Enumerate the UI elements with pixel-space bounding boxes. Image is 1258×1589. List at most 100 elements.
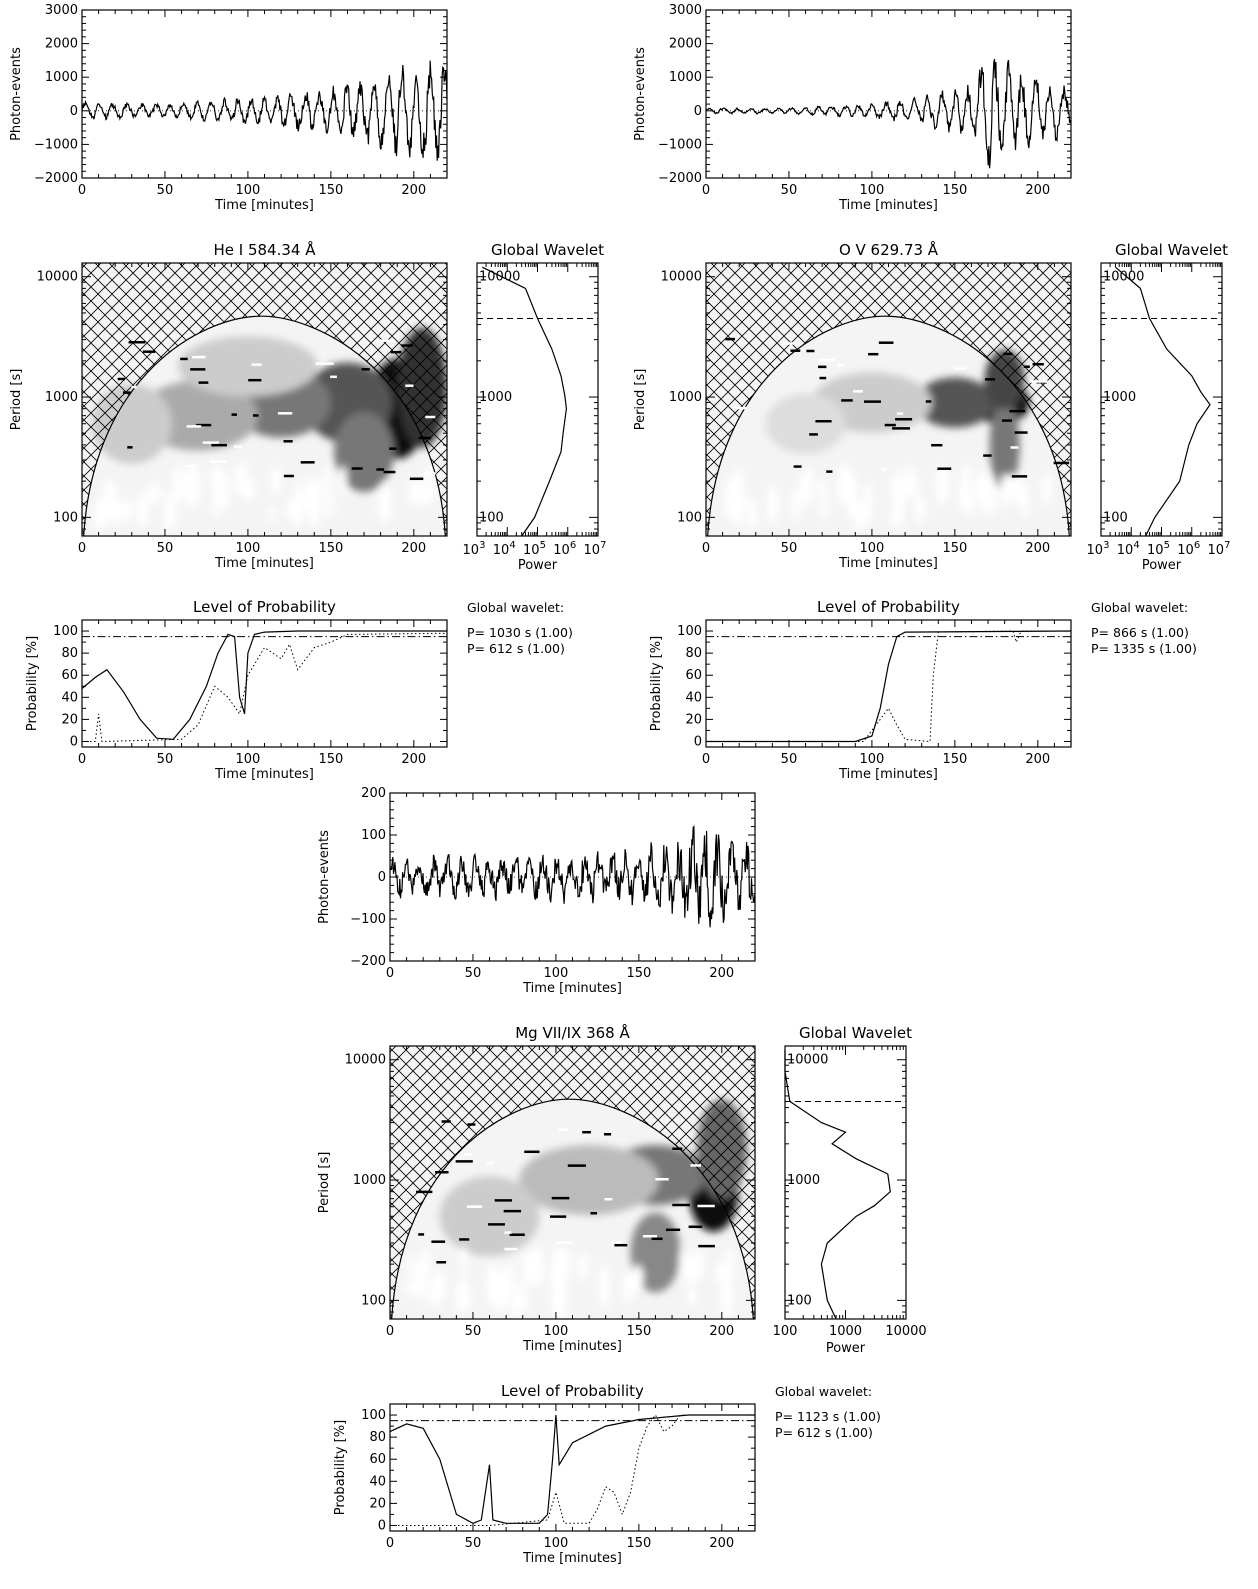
- lightcurve-ytick-label: 200: [361, 786, 386, 801]
- global-wavelet-info-label: Global wavelet:: [775, 1384, 872, 1399]
- probability-xtick-label: 200: [401, 752, 426, 767]
- probability-ytick-label: 0: [378, 1518, 386, 1533]
- wavelet-xtick-label: 0: [702, 541, 710, 556]
- probability-ytick-label: 20: [61, 712, 78, 727]
- global-wavelet-curve: [1115, 266, 1211, 537]
- probability-ytick-label: 100: [677, 624, 702, 639]
- probability-xlabel: Time [minutes]: [522, 1551, 622, 1566]
- wavelet-fine-blob: [804, 464, 813, 490]
- probability-xtick-label: 200: [709, 1536, 734, 1551]
- wavelet-ylabel: Period [s]: [317, 1152, 332, 1214]
- wavelet-xtick-label: 200: [1025, 541, 1050, 556]
- wavelet-power-blob: [519, 1145, 660, 1216]
- probability-solid-curve: [706, 630, 1072, 743]
- wavelet-fine-blob: [906, 477, 920, 497]
- lightcurve-xtick-label: 200: [401, 183, 426, 198]
- wavelet-title: O V 629.73 Å: [839, 240, 939, 259]
- wavelet-title: He I 584.34 Å: [214, 240, 317, 259]
- probability-ytick-label: 0: [70, 734, 78, 749]
- wavelet-fine-blob: [268, 504, 276, 523]
- wavelet-fine-blob: [173, 465, 185, 501]
- wavelet-fine-blob: [270, 466, 281, 496]
- wavelet-fine-blob: [502, 1275, 510, 1312]
- probability-dotted-curve: [390, 1414, 755, 1526]
- wavelet-fine-blob: [520, 1286, 528, 1312]
- wavelet-fine-blob: [896, 486, 907, 508]
- probability-xtick-label: 150: [942, 752, 967, 767]
- lightcurve-frame: [705, 9, 1072, 179]
- wavelet-xtick-label: 0: [386, 1324, 394, 1339]
- wavelet-fine-blob: [791, 490, 799, 521]
- wavelet-fine-blob: [683, 1254, 697, 1286]
- probability-ylabel: Probability [%]: [333, 1420, 348, 1515]
- lightcurve-ytick-label: 0: [378, 870, 386, 885]
- wavelet-fine-blob: [404, 1278, 416, 1296]
- global-ytick-label: 1000: [479, 390, 512, 405]
- probability-solid-curve: [389, 1414, 755, 1524]
- probability-ytick-label: 100: [53, 624, 78, 639]
- lightcurve-xtick-label: 0: [386, 966, 394, 981]
- probability-mg: 0 50 100 150 200 0 20 40 60 80 100 Level of Probabi…: [333, 1382, 881, 1566]
- lightcurve-xtick-label: 0: [702, 183, 710, 198]
- probability-ytick-label: 80: [685, 646, 702, 661]
- global-wavelet-period-value: P= 1335 s (1.00): [1091, 641, 1197, 656]
- wavelet-ytick-label: 1000: [353, 1173, 386, 1188]
- wavelet-fine-blob: [820, 491, 828, 521]
- lightcurve-ytick-label: 2000: [669, 37, 702, 52]
- wavelet-ytick-label: 1000: [669, 390, 702, 405]
- probability-ytick-label: 80: [369, 1430, 386, 1445]
- lightcurve-frame: [81, 9, 448, 179]
- wavelet-fine-blob: [863, 481, 873, 523]
- global-xtick-label: 10000: [885, 1324, 926, 1339]
- cone-of-influence-line: [707, 315, 1070, 536]
- global-ytick-label: 10000: [1103, 270, 1144, 285]
- probability-ytick-label: 60: [61, 668, 78, 683]
- probability-he: 0 50 100 150 200 0 20 40 60 80 100 Level of Probabi…: [25, 598, 573, 782]
- global-title: Global Wavelet: [491, 241, 604, 259]
- lightcurve-xtick-label: 150: [942, 183, 967, 198]
- wavelet-fine-blob: [189, 466, 200, 507]
- lightcurve-xtick-label: 100: [235, 183, 260, 198]
- lightcurve-xtick-label: 100: [543, 966, 568, 981]
- wavelet-fine-blob: [416, 487, 427, 506]
- global-wavelet-period-value: P= 866 s (1.00): [1091, 625, 1189, 640]
- wavelet-fine-blob: [458, 1276, 467, 1294]
- lightcurve-he: 0 50 100 150 200 −2000 −1000 0 1000 2000 3000 Time …: [9, 3, 448, 213]
- global-xtick-label: 104: [1117, 540, 1140, 558]
- global-wavelet-period-value: P= 612 s (1.00): [775, 1425, 873, 1440]
- wavelet-ytick-label: 100: [677, 510, 702, 525]
- wavelet-fine-blob: [747, 497, 757, 531]
- cone-of-influence-hatch: [706, 263, 1071, 536]
- wavelet-ytick-label: 10000: [661, 270, 702, 285]
- global-xlabel: Power: [826, 1341, 866, 1356]
- lightcurve-ytick-label: 3000: [669, 3, 702, 18]
- wavelet-power-blob: [989, 399, 1020, 490]
- wavelet-fine-blob: [1014, 474, 1025, 506]
- global-wavelet-info-label: Global wavelet:: [467, 600, 564, 615]
- global-wavelet-period-value: P= 1123 s (1.00): [775, 1409, 881, 1424]
- wavelet-fine-blob: [285, 499, 296, 518]
- probability-xtick-label: 150: [626, 1536, 651, 1551]
- wavelet-xlabel: Time [minutes]: [214, 556, 314, 571]
- wavelet-xtick-label: 150: [626, 1324, 651, 1339]
- wavelet-power-blob: [334, 411, 395, 492]
- wavelet-fine-blob: [406, 1256, 415, 1274]
- wavelet-fine-blob: [1042, 471, 1052, 507]
- lightcurve-ytick-label: −200: [350, 954, 386, 969]
- wavelet-xtick-label: 150: [942, 541, 967, 556]
- wavelet-fine-blob: [308, 496, 321, 528]
- global-ytick-label: 10000: [787, 1053, 828, 1068]
- global-ytick-label: 100: [1103, 510, 1128, 525]
- wavelet-fine-blob: [240, 459, 248, 501]
- wavelet-power-blob: [630, 1212, 681, 1293]
- cone-of-influence-hatch: [390, 1046, 755, 1319]
- wavelet-fine-blob: [963, 489, 971, 507]
- probability-ytick-label: 40: [61, 690, 78, 705]
- global-ytick-label: 100: [787, 1293, 812, 1308]
- wavelet-fine-blob: [891, 503, 903, 529]
- wavelet-xtick-label: 50: [157, 541, 174, 556]
- lightcurve-ytick-label: −2000: [658, 171, 702, 186]
- lightcurve-ytick-label: −1000: [658, 137, 702, 152]
- probability-frame: [389, 1403, 756, 1532]
